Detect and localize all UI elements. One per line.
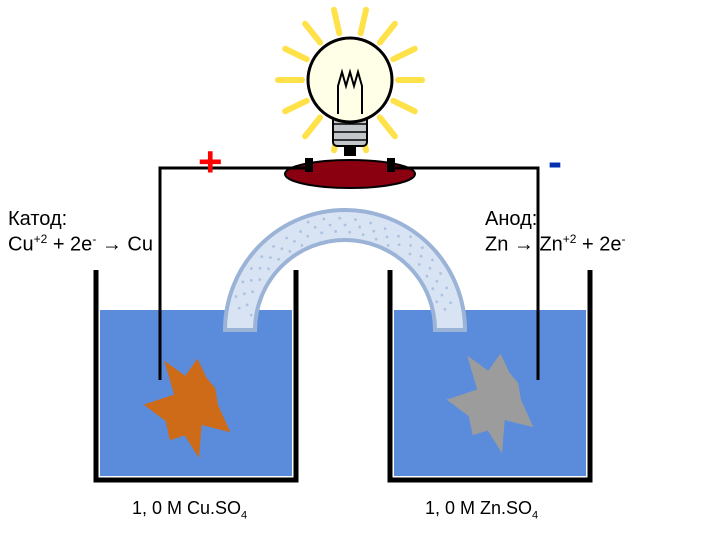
light-ray (393, 49, 415, 59)
light-ray (380, 118, 395, 137)
light-ray (380, 24, 395, 43)
bulb-glass (308, 38, 392, 122)
bulb-terminal-pin (387, 158, 395, 172)
light-ray (305, 24, 320, 43)
light-ray (393, 101, 415, 111)
light-ray (334, 10, 339, 33)
diagram-stage: + - Катод: Cu+2 + 2e- → Cu Анод: Zn → Zn… (0, 0, 720, 540)
terminal-plus: + (198, 138, 223, 186)
bulb-socket-base (285, 160, 415, 188)
anode-title: Анод: (485, 208, 537, 231)
diagram-svg (0, 0, 720, 540)
bulb-tip (344, 146, 356, 156)
light-ray (285, 101, 307, 111)
light-ray (305, 118, 320, 137)
light-ray (361, 10, 366, 33)
bulb-terminal-pin (305, 158, 313, 172)
solution-label-left: 1, 0 M Cu.SO4 (132, 498, 247, 522)
cathode-title: Катод: (8, 208, 67, 231)
anode-equation: Zn → Zn+2 + 2e- (485, 232, 626, 257)
cathode-equation: Cu+2 + 2e- → Cu (8, 232, 153, 257)
light-ray (285, 49, 307, 59)
terminal-minus: - (548, 138, 562, 186)
solution-label-right: 1, 0 M Zn.SO4 (425, 498, 538, 522)
